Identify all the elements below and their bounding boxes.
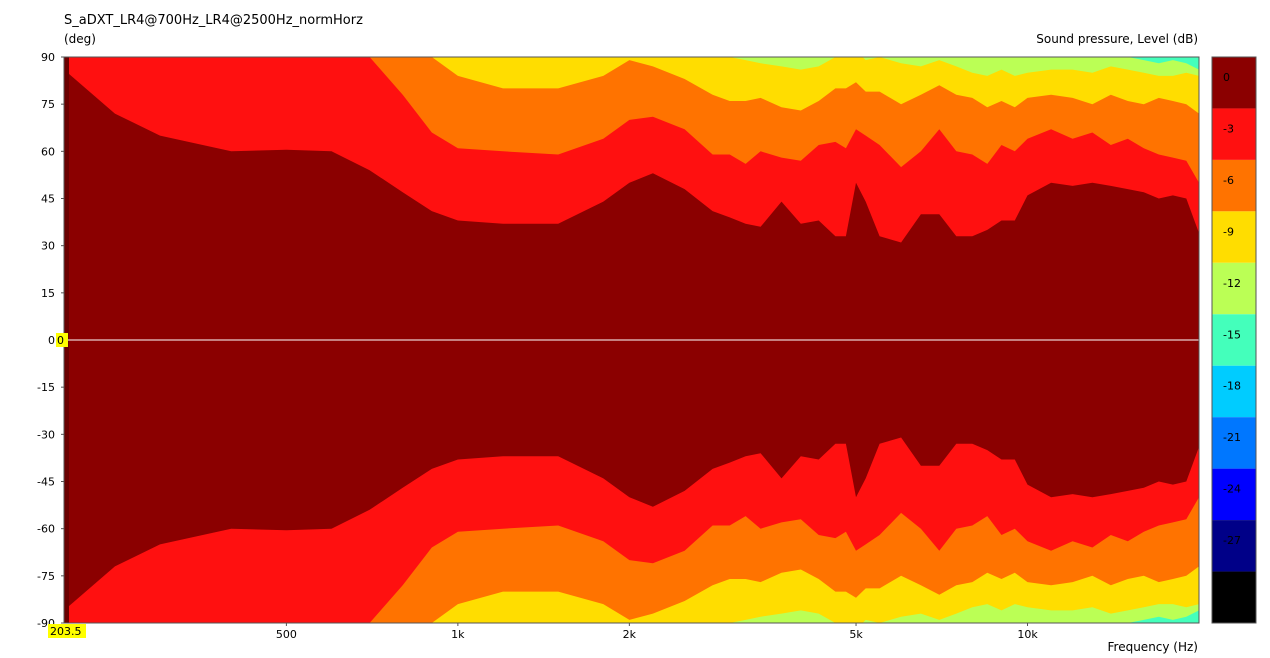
cursor-readouts[interactable]: 0 203.5 [48, 333, 86, 638]
colorbar-label-item: -9 [1223, 225, 1234, 238]
colorbar-label-item: -3 [1223, 122, 1234, 135]
cursor-x-readout-bg [48, 624, 86, 638]
y-tick-label: 45 [41, 193, 55, 206]
colorbar-label: Sound pressure, Level (dB) [1036, 32, 1198, 46]
colorbar-label-item: -15 [1223, 328, 1241, 341]
x-tick-label: 5k [849, 628, 863, 641]
colorbar-swatch [1212, 314, 1256, 366]
x-tick-label: 500 [276, 628, 297, 641]
colorbar-label-item: 0 [1223, 71, 1230, 84]
y-tick-label: -15 [37, 381, 55, 394]
level-band--12-lower [729, 604, 1199, 623]
colorbar-swatch [1212, 468, 1256, 521]
y-tick-label: 75 [41, 98, 55, 111]
x-tick-label: 1k [451, 628, 465, 641]
colorbar-label-item: -21 [1223, 431, 1241, 444]
chart-title: S_aDXT_LR4@700Hz_LR4@2500Hz_normHorz [64, 13, 363, 28]
cursor-x-readout: 203.5 [50, 625, 82, 638]
y-tick-label: -30 [37, 428, 55, 441]
colorbar-label-item: -6 [1223, 174, 1234, 187]
cursor-y-readout: 0 [57, 334, 64, 347]
colorbar-swatch [1212, 211, 1256, 263]
x-tick-label: 10k [1017, 628, 1038, 641]
y-tick-label: 0 [48, 334, 55, 347]
x-tick-label: 2k [623, 628, 637, 641]
colorbar-swatch [1212, 417, 1256, 469]
y-tick-label: 60 [41, 145, 55, 158]
y-tick-label: 90 [41, 51, 55, 64]
colorbar-label-item: -18 [1223, 380, 1241, 393]
colorbar-swatch [1212, 57, 1256, 109]
colorbar-label-item: -27 [1223, 534, 1241, 547]
level-band--12-upper [729, 57, 1199, 76]
colorbar-swatch [1212, 159, 1256, 212]
colorbar-swatch [1212, 571, 1256, 623]
y-axis-label: (deg) [64, 32, 96, 46]
cursor-y-readout-bg [56, 333, 68, 347]
colorbar-swatch [1212, 108, 1256, 160]
colorbar-legend: 0 -3 -6 -9 -12 -15 -18 -21 -24 -27 -30 [1211, 56, 1257, 624]
colorbar-swatch [1212, 262, 1256, 315]
level-band--15-lower [1127, 610, 1199, 623]
y-tick-label: 30 [41, 240, 55, 253]
y-tick-label: 15 [41, 287, 55, 300]
y-tick-label: -75 [37, 570, 55, 583]
y-tick-label: -45 [37, 476, 55, 489]
x-ticks: 500 1k 2k 5k 10k [276, 623, 1038, 641]
colorbar-label-item: -24 [1223, 483, 1241, 496]
colorbar-swatch [1212, 365, 1256, 418]
colorbar-label-item: -30 [1223, 586, 1241, 599]
y-tick-label: -60 [37, 523, 55, 536]
plot-area [63, 56, 1200, 624]
x-axis-label: Frequency (Hz) [1108, 640, 1199, 654]
colorbar-frame [1211, 56, 1257, 624]
colorbar-label-item: -12 [1223, 277, 1241, 290]
colorbar-swatch [1212, 520, 1256, 572]
level-band--15-upper [1127, 57, 1199, 70]
